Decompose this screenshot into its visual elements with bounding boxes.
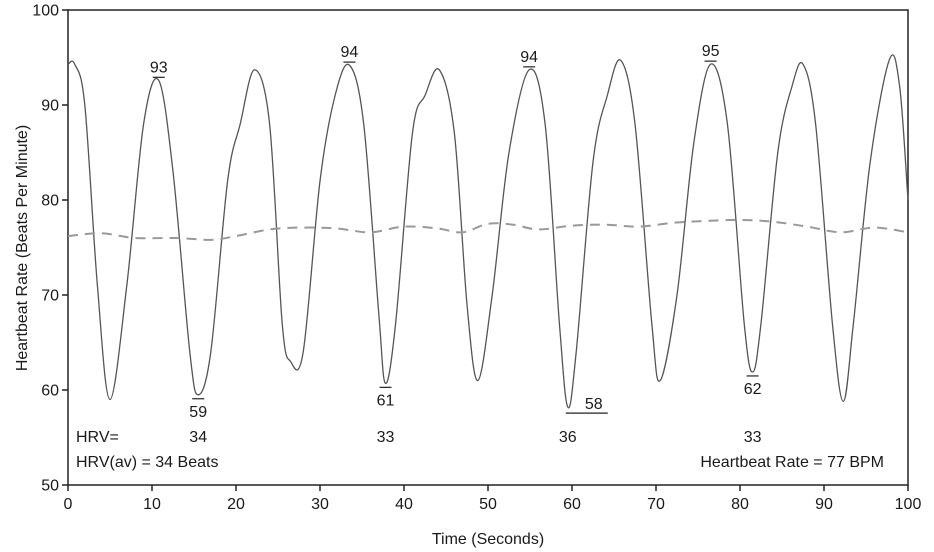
peak-value-label: 93 (150, 59, 168, 76)
series-layer (67, 54, 909, 409)
y-tick-label: 90 (41, 98, 59, 115)
trough-value-label: 59 (189, 404, 207, 421)
hrv-value-label: 36 (559, 429, 577, 446)
heartbeat-rate-line (67, 54, 909, 409)
y-axis-title: Heartbeat Rate (Beats Per Minute) (14, 125, 31, 371)
hrv-value-label: 34 (189, 429, 207, 446)
x-tick-label: 30 (311, 496, 329, 513)
value-labels: 93 94 94 95 59 61 58 62 34 33 36 33 (150, 43, 762, 446)
peak-value-label: 94 (341, 44, 359, 61)
peak-value-label: 94 (520, 49, 538, 66)
x-tick-label: 0 (64, 496, 73, 513)
x-tick-label: 70 (647, 496, 665, 513)
x-tick-label: 90 (815, 496, 833, 513)
x-tick-label: 20 (227, 496, 245, 513)
x-tick-label: 60 (563, 496, 581, 513)
hrv-value-label: 33 (744, 429, 762, 446)
trough-value-label: 62 (744, 381, 762, 398)
x-tick-label: 10 (143, 496, 161, 513)
heartbeat-rate-summary: Heartbeat Rate = 77 BPM (700, 454, 884, 471)
x-axis-title: Time (Seconds) (432, 531, 544, 548)
y-tick-label: 80 (41, 193, 59, 210)
y-tick-label: 100 (32, 3, 59, 20)
trough-value-label: 58 (585, 396, 603, 413)
x-tick-label: 50 (479, 496, 497, 513)
trough-value-label: 61 (377, 392, 395, 409)
peak-value-label: 95 (702, 43, 720, 60)
hrv-label: HRV= (76, 429, 119, 446)
average-rate-dashed-line (67, 218, 909, 241)
x-tick-label: 100 (895, 496, 922, 513)
hrv-value-label: 33 (377, 429, 395, 446)
y-tick-label: 70 (41, 288, 59, 305)
x-tick-label: 80 (731, 496, 749, 513)
y-axis: 50 60 70 80 90 100 (32, 3, 68, 495)
x-axis: 0 10 20 30 40 50 60 70 80 90 100 (64, 485, 922, 513)
x-tick-label: 40 (395, 496, 413, 513)
y-tick-label: 60 (41, 383, 59, 400)
hrv-average: HRV(av) = 34 Beats (76, 454, 218, 471)
y-tick-label: 50 (41, 478, 59, 495)
